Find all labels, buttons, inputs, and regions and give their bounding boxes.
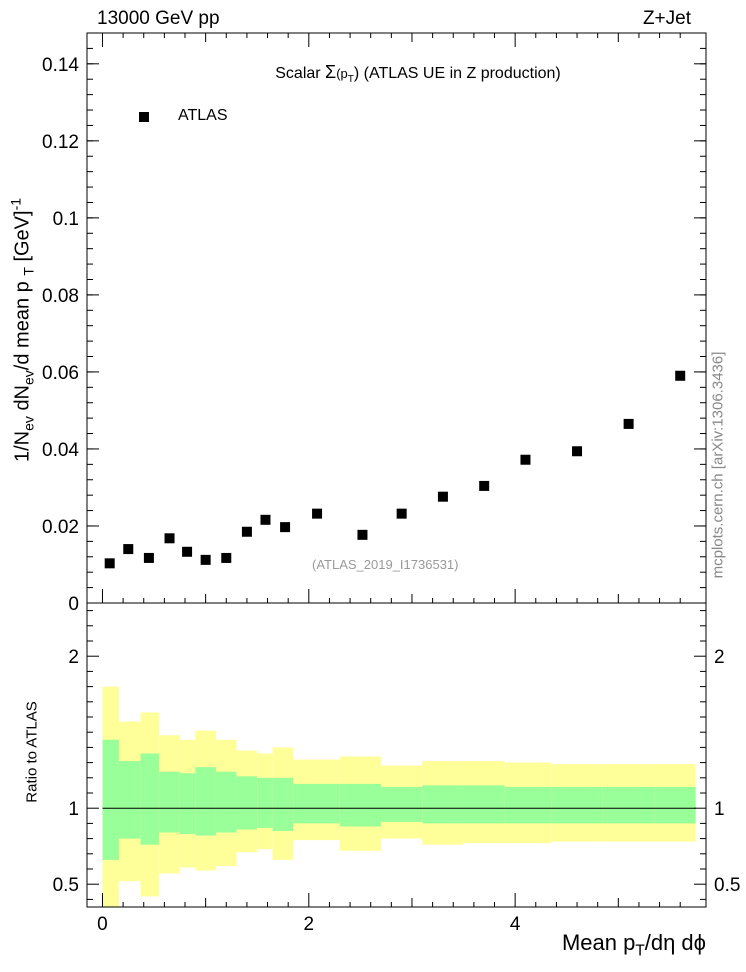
x-tick-label: 2	[304, 914, 315, 935]
title-post: ) (ATLAS UE in Z production)	[353, 65, 561, 82]
ratio-inner-band	[654, 786, 696, 824]
y-tick-label: 0.04	[42, 440, 79, 461]
data-point	[312, 508, 323, 519]
data-point	[357, 529, 368, 540]
ratio-inner-band	[159, 771, 180, 833]
data-point	[164, 533, 175, 544]
data-point	[123, 544, 134, 555]
data-point	[437, 491, 448, 502]
ratio-inner-band	[272, 777, 294, 831]
legend-label: ATLAS	[178, 107, 228, 124]
title-sigma: Σ	[325, 62, 337, 82]
ratio-inner-band	[257, 777, 273, 828]
ratio-y-tick-label-right: 1	[714, 799, 725, 820]
ratio-inner-band	[195, 767, 216, 836]
legend-marker	[139, 112, 149, 122]
y-tick-label: 0.12	[42, 132, 79, 153]
ratio-inner-band	[463, 785, 505, 824]
y-tick-label: 0.02	[42, 517, 79, 538]
y-axis-label-main: 1/Nev dNev/d mean p T [GeV]-1	[7, 197, 37, 463]
data-point	[143, 552, 154, 563]
y-axis-label-ratio: Ratio to ATLAS	[23, 701, 41, 803]
data-point	[572, 446, 583, 457]
ratio-y-tick-label: 1	[68, 799, 79, 820]
ratio-inner-band	[551, 786, 603, 824]
y-tick-label: 0.1	[53, 209, 79, 230]
data-point	[396, 508, 407, 519]
ratio-inner-band	[504, 786, 552, 824]
ratio-inner-band	[215, 771, 237, 833]
y-tick-label: 0.08	[42, 286, 79, 307]
data-point	[623, 418, 634, 429]
ratio-y-tick-label: 0.5	[53, 875, 79, 896]
y-tick-label: 0.06	[42, 363, 79, 384]
data-point	[479, 480, 490, 491]
ratio-inner-band	[422, 785, 464, 824]
data-point	[241, 526, 252, 537]
main-data-points	[104, 112, 686, 569]
data-point	[675, 370, 686, 381]
data-point	[280, 522, 291, 533]
y-tick-label: 0.14	[42, 55, 79, 76]
title-sub: T	[347, 74, 354, 86]
ratio-inner-band	[102, 739, 119, 860]
plot-title: Scalar Σ(pT) (ATLAS UE in Z production)	[0, 62, 746, 85]
data-point	[260, 514, 271, 525]
x-axis-label: Mean pT/dη dϕ	[561, 930, 706, 960]
ratio-inner-band	[236, 776, 258, 830]
data-point	[520, 454, 531, 465]
ratio-inner-band	[381, 786, 423, 822]
ratio-inner-band	[140, 753, 160, 845]
title-pre: Scalar	[275, 65, 326, 82]
x-tick-label: 0	[97, 914, 108, 935]
side-credit: mcplots.cern.ch [arXiv:1306.3436]	[709, 351, 727, 579]
ratio-y-tick-label: 2	[68, 647, 79, 668]
data-point	[182, 546, 193, 557]
ratio-inner-band	[293, 783, 340, 824]
collision-label: 13000 GeV pp	[97, 8, 220, 29]
x-tick-label: 4	[510, 914, 521, 935]
ratio-inner-band	[179, 773, 196, 835]
ratio-y-tick-label-right: 2	[714, 647, 725, 668]
ratio-inner-band	[118, 761, 141, 839]
axes: 0 0.02 0.04 0.06 0.08 0.1 0.12 0.14 0 2 4 0.5 0.5 1 1 2…	[42, 32, 740, 935]
y-tick-label: 0	[68, 594, 79, 615]
analysis-watermark: (ATLAS_2019_I1736531)	[312, 557, 459, 572]
ratio-frame	[86, 602, 707, 908]
process-label: Z+Jet	[642, 8, 691, 29]
ratio-bands	[102, 686, 696, 907]
ratio-inner-band	[602, 786, 655, 824]
ratio-inner-band	[339, 783, 382, 827]
data-point	[104, 558, 115, 569]
ratio-y-tick-label-right: 0.5	[714, 875, 740, 896]
data-point	[200, 554, 211, 565]
data-point	[221, 552, 232, 563]
title-p: (p	[336, 66, 348, 81]
